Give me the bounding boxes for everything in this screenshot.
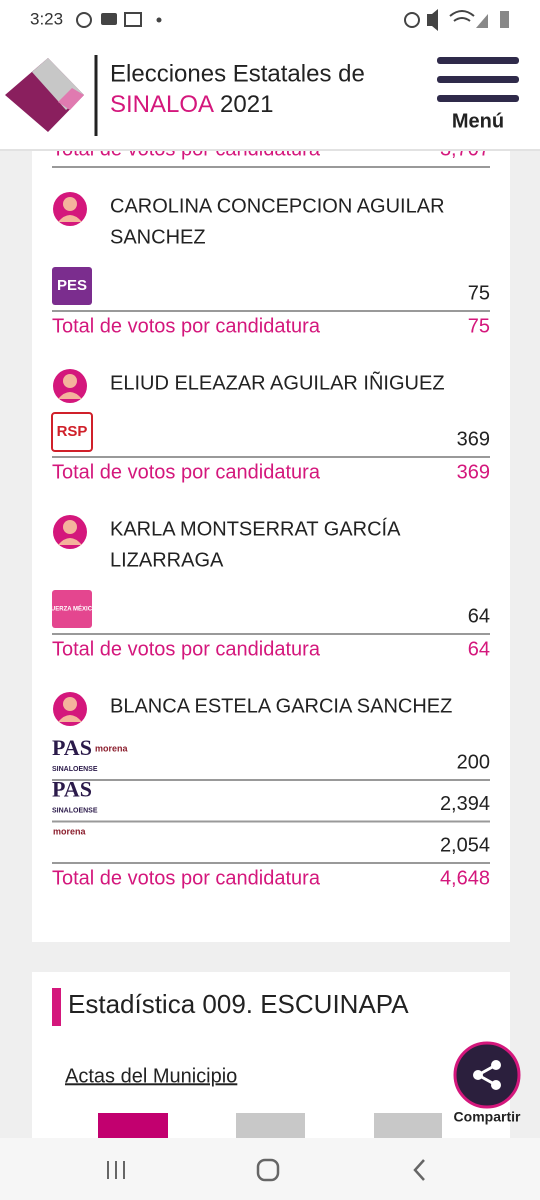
- menu-bar: [437, 95, 519, 102]
- votes: 75: [468, 282, 490, 304]
- mute-icon: [427, 9, 438, 31]
- candidate-name: ELIUD ELEAZAR AGUILAR IÑIGUEZ: [110, 370, 445, 394]
- total-votes: 4,648: [440, 867, 490, 889]
- menu-label: Menú: [452, 110, 504, 132]
- avatar-body: [58, 215, 82, 222]
- avatar-head: [63, 697, 77, 711]
- party-logo-text: FUERZA MÉXICO: [47, 605, 97, 613]
- party-logo-text: morena: [53, 826, 87, 836]
- party-logo-text: PES: [57, 277, 87, 294]
- total-label: Total de votos por candidatura: [52, 638, 321, 660]
- candidate-name: BLANCA ESTELA GARCIA SANCHEZ: [110, 695, 452, 717]
- whatsapp-icon: [76, 12, 92, 28]
- menu-bar: [437, 76, 519, 83]
- party-logo: [52, 590, 92, 628]
- back-button[interactable]: [413, 1159, 425, 1181]
- chart-bar-preview: [374, 1113, 442, 1140]
- avatar-body: [58, 715, 82, 722]
- candidate-name: SANCHEZ: [110, 226, 206, 248]
- section-accent: [52, 988, 61, 1026]
- chart-bar-preview: [236, 1113, 305, 1140]
- home-button[interactable]: [256, 1158, 280, 1182]
- party-logo-text: PAS: [52, 735, 92, 760]
- nav-bar: [0, 1138, 540, 1200]
- top-bars: 3:23 Elecciones Estatales de SINALOA 2021…: [0, 0, 540, 151]
- share-node: [473, 1070, 483, 1080]
- total-votes: 64: [468, 638, 490, 660]
- votes: 200: [457, 751, 490, 773]
- avatar-head: [63, 374, 77, 388]
- year: 2021: [220, 91, 273, 118]
- menu-button[interactable]: Menú: [437, 57, 519, 132]
- votes: 2,394: [440, 793, 490, 815]
- votes: 64: [468, 605, 490, 627]
- dot-icon: [156, 17, 162, 23]
- actas-link[interactable]: Actas del Municipio: [65, 1065, 237, 1087]
- results-card: [32, 130, 510, 942]
- party-logo: [51, 412, 93, 452]
- section-title: Estadística 009. ESCUINAPA: [68, 989, 409, 1019]
- share-button[interactable]: Compartir: [453, 1041, 521, 1125]
- votes: 2,054: [440, 834, 490, 856]
- total-label: Total de votos por candidatura: [52, 867, 321, 889]
- total-votes: 369: [457, 461, 490, 483]
- candidate-name: LIZARRAGA: [110, 549, 224, 571]
- share-node: [491, 1060, 501, 1070]
- menu-bar: [437, 57, 519, 64]
- party-logo: [52, 267, 92, 305]
- party-logo-text: morena: [95, 743, 129, 753]
- share-node: [491, 1080, 501, 1090]
- party-logo-text: PAS: [52, 777, 92, 802]
- message-icon: [101, 13, 117, 25]
- recents-icon: [107, 1161, 125, 1179]
- votes: 369: [457, 428, 490, 450]
- content: Total de votos por candidatura3,707CAROL…: [47, 138, 490, 889]
- party-logo-text: RSP: [57, 423, 88, 440]
- party-logo-sub: SINALOENSE: [52, 807, 98, 814]
- header-title: Elecciones Estatales de: [110, 60, 365, 87]
- share-circle: [453, 1041, 521, 1109]
- party-logo-sub: SINALOENSE: [52, 766, 98, 773]
- candidate-name: CAROLINA CONCEPCION AGUILAR: [110, 195, 445, 217]
- avatar-body: [58, 392, 82, 399]
- total-votes: 75: [468, 315, 490, 337]
- total-label: Total de votos por candidatura: [52, 461, 321, 483]
- battery-icon: [500, 11, 509, 28]
- recents-button[interactable]: [107, 1161, 125, 1179]
- logo-part: [58, 88, 84, 110]
- clock: 3:23: [30, 9, 63, 28]
- avatar-body: [58, 538, 82, 545]
- avatar-head: [63, 197, 77, 211]
- news-icon: [124, 12, 142, 27]
- signal-icon: [476, 14, 488, 28]
- header-subtitle: SINALOA 2021: [110, 91, 273, 118]
- candidate-name: KARLA MONTSERRAT GARCÍA: [110, 517, 401, 540]
- wifi-icon: [449, 10, 475, 22]
- alarm-icon: [404, 12, 420, 28]
- chart-bar-preview: [98, 1113, 168, 1140]
- total-label: Total de votos por candidatura: [52, 315, 321, 337]
- avatar-head: [63, 520, 77, 534]
- state-name: SINALOA: [110, 91, 214, 118]
- share-label: Compartir: [454, 1109, 521, 1125]
